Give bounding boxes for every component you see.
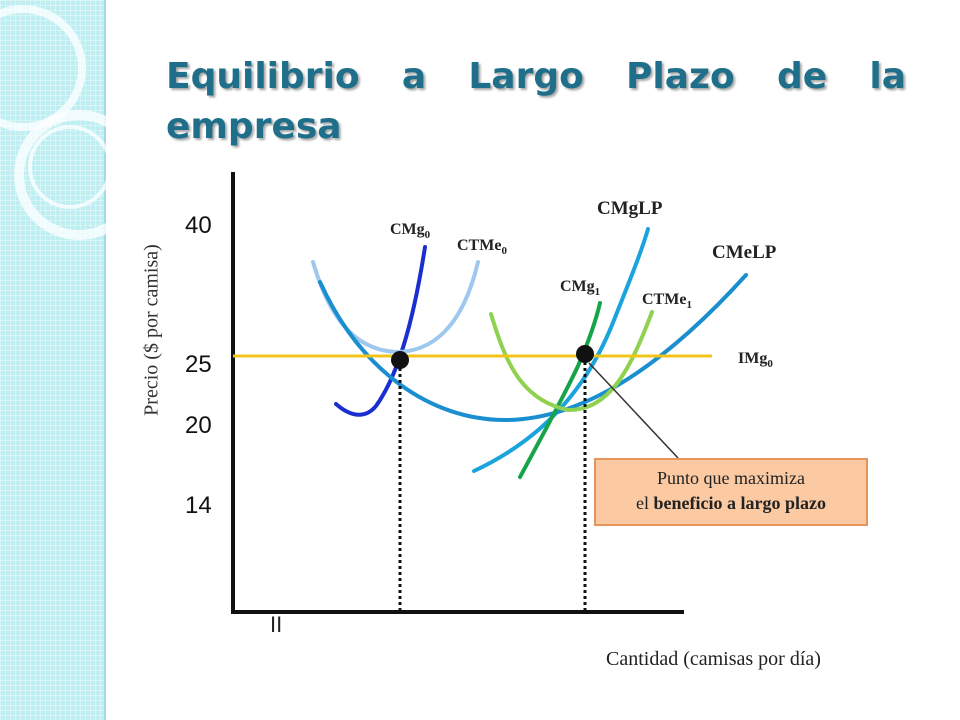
y-tick-label: 20 [185, 412, 212, 439]
x-axis-label: Cantidad (camisas por día) [606, 648, 821, 670]
series-label: CTMe1 [642, 291, 692, 311]
decorative-side-strip [0, 0, 144, 720]
callout-leader-line [588, 362, 679, 459]
y-axis-label: Precio ($ por camisa) [140, 244, 163, 416]
decorative-ring [28, 125, 112, 209]
series-label: CMg0 [390, 221, 431, 241]
series-label: CMgLP [597, 198, 663, 219]
series-label: CMg1 [560, 278, 600, 298]
callout-prefix: el [636, 493, 654, 513]
axis-break-mark: II [270, 612, 282, 637]
y-tick-label: 25 [185, 351, 212, 378]
decorative-ring [14, 110, 144, 240]
profit-max-callout: Punto que maximiza el beneficio a largo … [594, 458, 868, 526]
slide-title: Equilibrio a Largo Plazo de la empresa [166, 56, 906, 147]
callout-bold-text: beneficio a largo plazo [653, 493, 826, 513]
y-tick-label: 14 [185, 492, 212, 519]
callout-line-2: el beneficio a largo plazo [596, 491, 866, 516]
equilibrium-point [576, 345, 594, 363]
series-curve [472, 227, 650, 473]
series-label: IMg0 [738, 350, 773, 370]
series-curve [518, 301, 602, 479]
y-tick-label: 40 [185, 212, 212, 239]
series-label: CMeLP [712, 242, 777, 263]
equilibrium-point [391, 351, 409, 369]
callout-line-1: Punto que maximiza [657, 468, 805, 488]
series-curve [311, 260, 480, 355]
series-curve [334, 245, 427, 417]
series-label: CTMe0 [457, 237, 507, 257]
